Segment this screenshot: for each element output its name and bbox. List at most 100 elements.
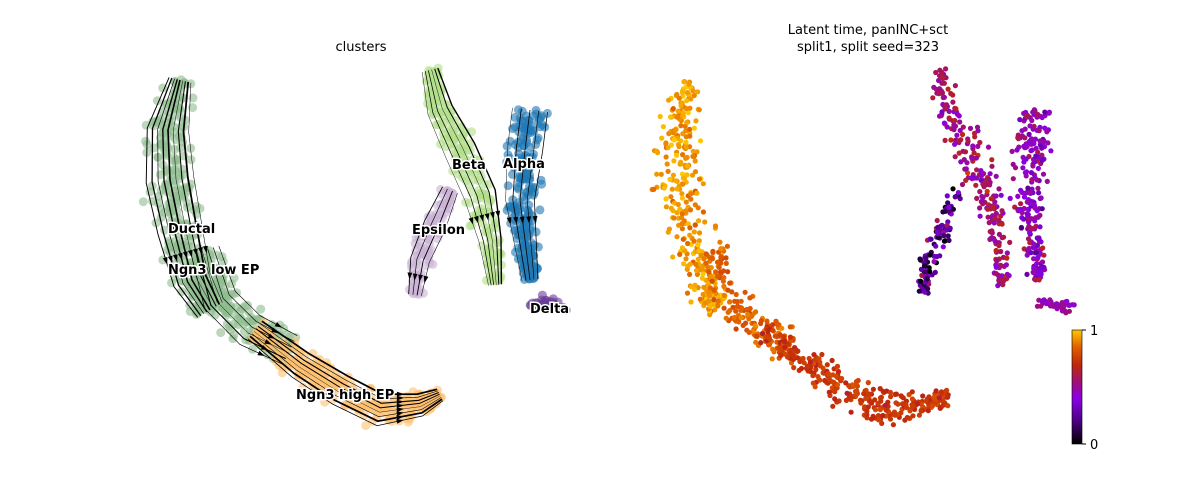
- cluster-point: [275, 320, 285, 330]
- latent-point: [1035, 149, 1041, 155]
- cluster-point: [243, 300, 253, 310]
- cluster-point: [431, 95, 441, 105]
- cluster-point: [513, 142, 523, 152]
- latent-point: [974, 124, 981, 130]
- latent-point: [733, 326, 739, 332]
- cluster-label-beta: Beta: [452, 158, 486, 173]
- latent-point: [700, 271, 706, 277]
- latent-point: [916, 288, 922, 294]
- latent-point: [695, 89, 701, 95]
- latent-point: [945, 200, 951, 206]
- latent-point: [861, 391, 867, 397]
- latent-point: [862, 404, 868, 410]
- latent-point: [740, 322, 746, 328]
- latent-point: [977, 213, 983, 219]
- latent-point: [687, 232, 693, 238]
- latent-point: [700, 181, 706, 187]
- latent-point: [664, 161, 670, 167]
- latent-point: [787, 334, 794, 340]
- latent-point: [685, 240, 691, 247]
- latent-point: [688, 299, 694, 305]
- latent-point: [687, 207, 694, 213]
- streamline-arrow: [473, 215, 479, 224]
- latent-point: [937, 67, 943, 73]
- latent-point: [1024, 271, 1030, 277]
- latent-point: [952, 141, 958, 147]
- streamline: [257, 325, 440, 404]
- latent-point: [1066, 308, 1072, 314]
- latent-point: [801, 360, 807, 366]
- latent-point: [680, 112, 686, 118]
- latent-point: [950, 186, 956, 192]
- latent-point: [691, 229, 697, 235]
- latent-point: [940, 402, 946, 408]
- cluster-point: [532, 302, 541, 311]
- latent-point: [933, 243, 939, 249]
- cluster-point: [517, 166, 527, 176]
- cluster-point: [464, 180, 474, 190]
- latent-point: [671, 215, 677, 221]
- latent-point: [993, 193, 999, 199]
- latent-point: [943, 102, 950, 108]
- cluster-point: [202, 256, 212, 266]
- latent-point: [974, 195, 980, 201]
- cluster-point: [516, 116, 526, 126]
- latent-point: [933, 388, 939, 394]
- latent-point: [934, 217, 940, 224]
- latent-point: [671, 158, 677, 164]
- latent-point: [878, 398, 884, 404]
- streamline-arrow: [257, 350, 265, 356]
- latent-point: [717, 239, 723, 245]
- latent-point: [723, 255, 729, 261]
- streamline: [519, 109, 531, 281]
- latent-point: [1021, 159, 1027, 165]
- latent-point: [791, 365, 797, 371]
- latent-point: [993, 248, 999, 254]
- latent-point: [727, 307, 733, 314]
- cluster-point: [462, 173, 472, 182]
- cluster-point: [503, 150, 513, 160]
- cluster-point: [427, 76, 437, 86]
- latent-point: [753, 339, 759, 345]
- latent-point: [684, 172, 690, 178]
- latent-point: [941, 238, 948, 244]
- latent-point: [854, 388, 860, 394]
- streamline-arrow: [162, 257, 168, 265]
- latent-point: [1037, 195, 1043, 202]
- latent-point: [1019, 133, 1025, 139]
- latent-point: [694, 271, 701, 277]
- streamline: [437, 67, 503, 285]
- latent-point: [693, 267, 700, 274]
- latent-point: [952, 117, 958, 124]
- latent-point: [696, 176, 703, 182]
- latent-point: [967, 125, 974, 131]
- latent-point: [939, 80, 945, 86]
- cluster-point: [172, 155, 182, 165]
- latent-point: [974, 167, 980, 173]
- latent-point: [864, 412, 870, 418]
- latent-point: [834, 382, 841, 388]
- cluster-point: [176, 276, 186, 286]
- cluster-point: [514, 230, 524, 240]
- latent-point: [671, 137, 678, 143]
- latent-point: [688, 284, 695, 290]
- latent-point: [880, 388, 886, 394]
- latent-point: [700, 209, 707, 215]
- streamline-arrow: [396, 419, 404, 424]
- cluster-point: [309, 372, 319, 381]
- streamline-arrow: [396, 411, 404, 417]
- latent-point: [747, 295, 753, 301]
- latent-point: [904, 414, 910, 421]
- streamline-arrow: [203, 245, 208, 254]
- cluster-point: [151, 218, 161, 228]
- colorbar-label-max: 1: [1090, 324, 1098, 339]
- latent-point: [946, 208, 952, 214]
- latent-point: [696, 107, 702, 113]
- latent-point: [684, 290, 691, 296]
- cluster-point: [524, 200, 534, 210]
- latent-point: [1007, 195, 1013, 201]
- latent-point: [1015, 136, 1022, 142]
- latent-ductal-points: [649, 79, 733, 318]
- latent-point: [1037, 224, 1043, 230]
- cluster-point: [490, 255, 500, 265]
